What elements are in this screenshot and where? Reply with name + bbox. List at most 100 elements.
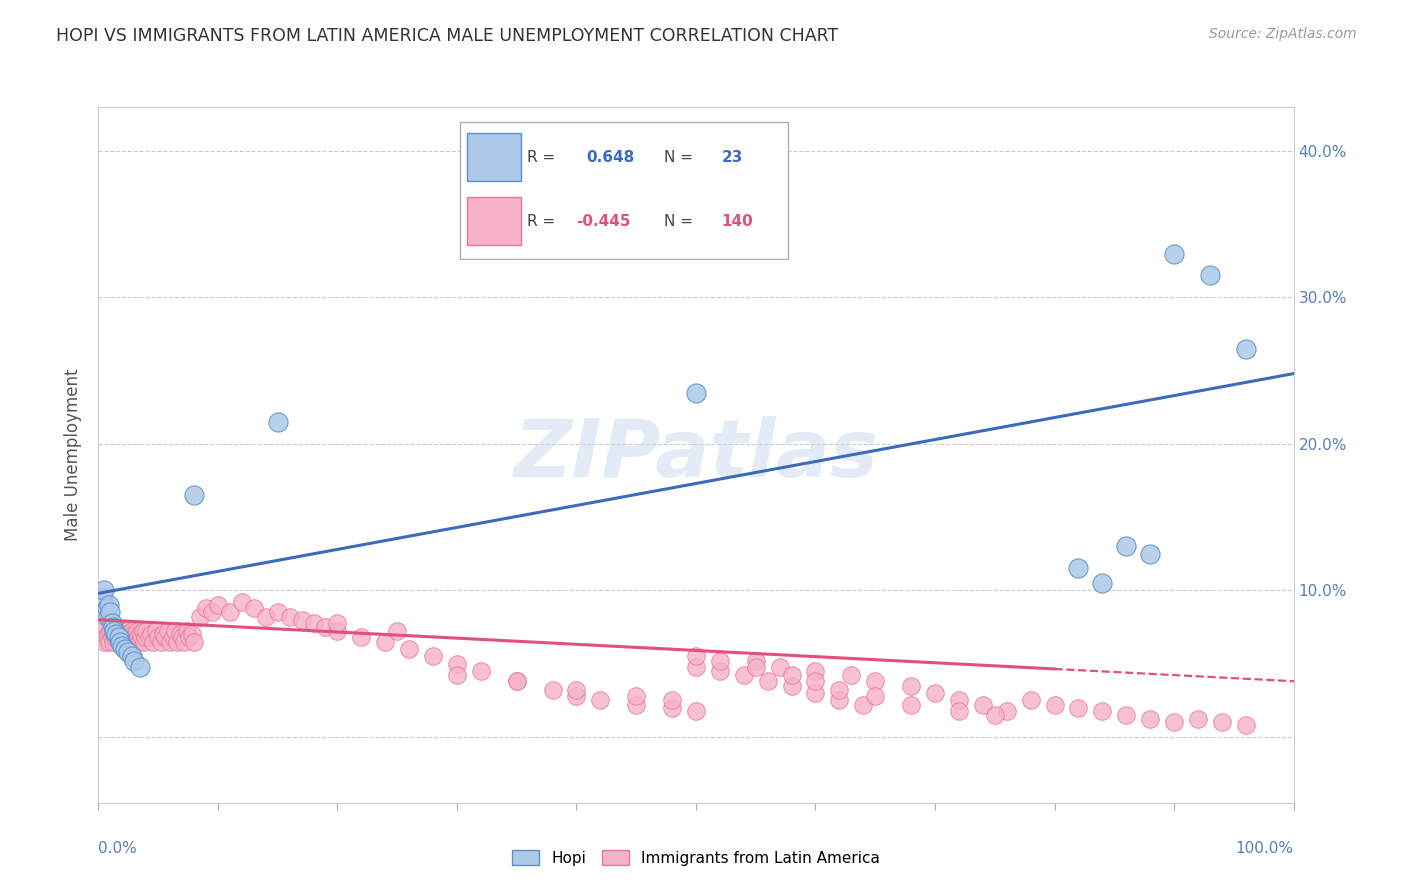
- Point: [685, 385, 707, 400]
- Point: [159, 634, 181, 648]
- Point: [173, 634, 195, 648]
- Point: [98, 598, 121, 612]
- Point: [685, 659, 707, 673]
- Point: [768, 659, 790, 673]
- Point: [131, 624, 153, 639]
- Point: [115, 624, 138, 639]
- Point: [219, 606, 242, 620]
- Point: [828, 683, 851, 698]
- Point: [125, 624, 148, 639]
- Point: [422, 649, 444, 664]
- Point: [195, 601, 218, 615]
- Point: [120, 634, 142, 648]
- Point: [1043, 698, 1066, 712]
- Point: [207, 598, 229, 612]
- Point: [984, 707, 1007, 722]
- Point: [626, 698, 648, 712]
- Text: HOPI VS IMMIGRANTS FROM LATIN AMERICA MALE UNEMPLOYMENT CORRELATION CHART: HOPI VS IMMIGRANTS FROM LATIN AMERICA MA…: [56, 27, 838, 45]
- Point: [96, 601, 118, 615]
- Point: [267, 606, 290, 620]
- Point: [98, 606, 122, 620]
- Point: [995, 704, 1018, 718]
- Point: [124, 627, 146, 641]
- Point: [103, 627, 125, 641]
- Point: [541, 683, 564, 698]
- Point: [661, 700, 683, 714]
- Point: [97, 609, 120, 624]
- Point: [1091, 576, 1114, 591]
- Point: [291, 613, 314, 627]
- Point: [661, 693, 683, 707]
- Legend: Hopi, Immigrants from Latin America: Hopi, Immigrants from Latin America: [506, 844, 886, 871]
- Point: [101, 620, 124, 634]
- Point: [142, 634, 165, 648]
- Point: [111, 639, 134, 653]
- Point: [128, 634, 150, 648]
- Point: [828, 693, 851, 707]
- Point: [1199, 268, 1222, 283]
- Point: [315, 620, 337, 634]
- Point: [183, 634, 205, 648]
- Point: [121, 624, 143, 639]
- Point: [176, 624, 198, 639]
- Point: [1163, 715, 1185, 730]
- Point: [780, 679, 803, 693]
- Point: [169, 627, 191, 641]
- Point: [91, 591, 114, 605]
- Point: [122, 630, 145, 644]
- Point: [139, 627, 162, 641]
- Point: [107, 634, 129, 648]
- Point: [156, 624, 179, 639]
- Point: [145, 624, 167, 639]
- Point: [121, 649, 143, 664]
- Point: [1115, 707, 1137, 722]
- Point: [166, 634, 188, 648]
- Point: [93, 583, 115, 598]
- Point: [114, 630, 136, 644]
- Point: [900, 679, 922, 693]
- Point: [254, 609, 277, 624]
- Point: [100, 615, 122, 630]
- Point: [117, 645, 139, 659]
- Point: [183, 488, 205, 502]
- Point: [110, 630, 132, 644]
- Point: [589, 693, 612, 707]
- Point: [108, 627, 131, 641]
- Point: [326, 615, 349, 630]
- Point: [385, 624, 409, 639]
- Point: [841, 668, 863, 682]
- Point: [565, 683, 588, 698]
- Point: [98, 624, 122, 639]
- Point: [201, 606, 224, 620]
- Point: [118, 630, 141, 644]
- Point: [115, 634, 138, 648]
- Point: [124, 634, 146, 648]
- Point: [685, 704, 707, 718]
- Point: [924, 686, 946, 700]
- Point: [135, 624, 157, 639]
- Point: [685, 649, 707, 664]
- Point: [745, 654, 768, 668]
- Point: [93, 634, 115, 648]
- Point: [506, 674, 529, 689]
- Point: [117, 627, 139, 641]
- Text: 100.0%: 100.0%: [1236, 841, 1294, 856]
- Point: [103, 624, 125, 639]
- Point: [91, 624, 114, 639]
- Point: [804, 686, 827, 700]
- Point: [709, 664, 731, 678]
- Point: [129, 659, 152, 673]
- Point: [172, 630, 194, 644]
- Point: [1115, 540, 1137, 554]
- Point: [163, 624, 186, 639]
- Point: [756, 674, 779, 689]
- Point: [243, 601, 266, 615]
- Point: [446, 668, 468, 682]
- Point: [127, 630, 149, 644]
- Point: [112, 634, 135, 648]
- Point: [1139, 547, 1161, 561]
- Text: 0.0%: 0.0%: [98, 841, 138, 856]
- Point: [94, 620, 117, 634]
- Point: [162, 630, 184, 644]
- Point: [134, 630, 156, 644]
